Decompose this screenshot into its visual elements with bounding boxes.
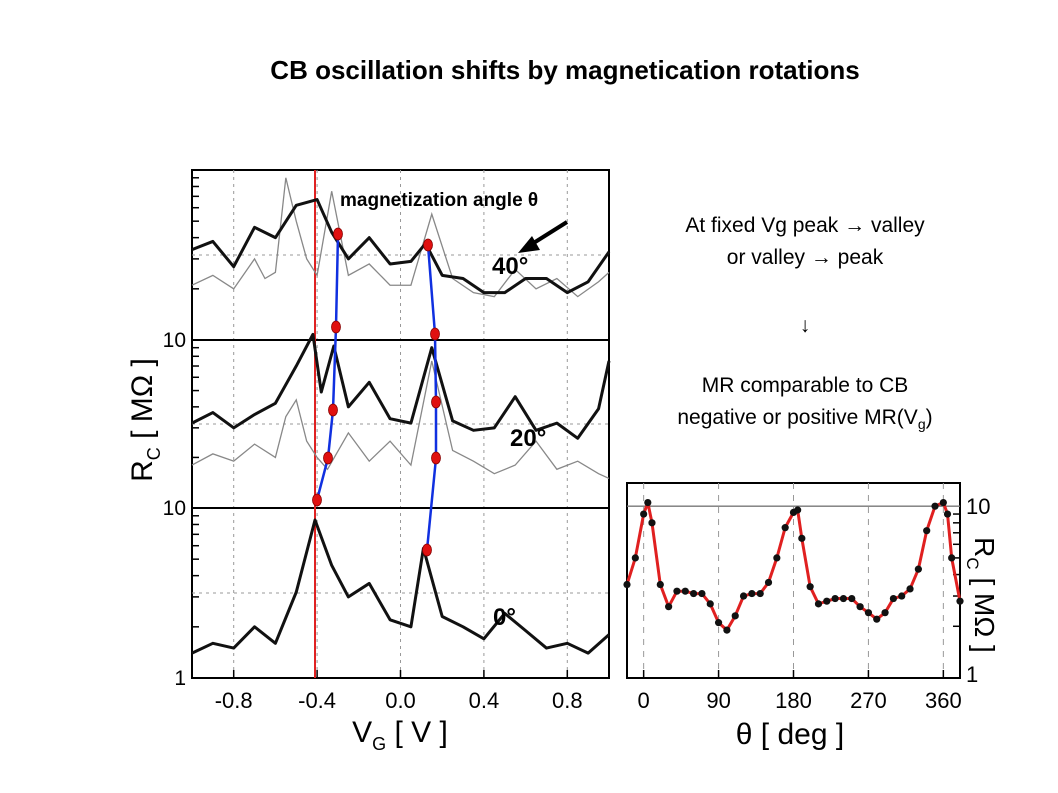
right-data-point-10 xyxy=(698,589,706,598)
left-y-axis-label: RC [ MΩ ] xyxy=(126,358,164,482)
left-y-axis-label-group: RC [ MΩ ] xyxy=(126,358,164,482)
right-data-point-14 xyxy=(731,612,739,620)
right-data-point-11 xyxy=(706,600,714,608)
left-x-tick-label-3: 0.4 xyxy=(469,688,500,713)
note-line-1: At fixed Vg peak → valley xyxy=(685,214,925,237)
right-data-point-2 xyxy=(640,510,648,518)
left-y-tick-label-1: 10 xyxy=(163,497,186,520)
left-series-label-2: 40° xyxy=(492,253,528,280)
note-down-arrow: ↓ xyxy=(799,314,811,337)
right-data-point-19 xyxy=(773,554,781,562)
right-data-point-34 xyxy=(889,594,898,603)
left-grey-trace-1 xyxy=(191,177,610,298)
right-data-point-32 xyxy=(873,615,881,623)
right-y-tick-label-1: 1 xyxy=(966,662,978,687)
right-data-point-7 xyxy=(673,587,681,595)
left-series-label-0: 0° xyxy=(493,604,516,631)
peak-dot-0-1 xyxy=(323,451,333,465)
peak-dot-0-3 xyxy=(331,320,341,334)
right-data-point-37 xyxy=(914,565,922,573)
right-data-point-25 xyxy=(814,600,823,608)
right-data-point-3 xyxy=(644,498,652,507)
right-data-point-12 xyxy=(714,619,723,627)
right-data-point-18 xyxy=(764,578,773,587)
right-data-point-28 xyxy=(839,594,848,603)
slide-title: CB oscillation shifts by magnetication r… xyxy=(270,55,860,85)
peak-dot-0-2 xyxy=(328,403,338,417)
right-data-point-38 xyxy=(923,527,931,535)
right-data-point-24 xyxy=(806,583,814,591)
left-y-tick-label-0: 1 xyxy=(174,667,186,690)
right-data-point-35 xyxy=(898,592,906,600)
right-data-point-6 xyxy=(665,603,673,611)
left-grey-trace-0 xyxy=(191,360,610,480)
note-line-4-suffix: ) xyxy=(925,406,933,429)
right-data-point-42 xyxy=(948,554,956,562)
right-data-point-26 xyxy=(823,597,831,605)
right-x-tick-label-1: 90 xyxy=(706,688,730,713)
right-data-point-16 xyxy=(748,589,756,598)
peak-dot-0-4 xyxy=(333,227,343,241)
right-y-axis-label-group: RC [ MΩ ] xyxy=(963,537,1000,653)
left-x-tick-label-4: 0.8 xyxy=(552,688,583,713)
right-data-point-20 xyxy=(781,524,789,532)
left-x-tick-label-2: 0.0 xyxy=(385,688,416,713)
right-x-tick-label-2: 180 xyxy=(775,688,812,713)
right-y-tick-label-10: 10 xyxy=(966,494,990,519)
right-data-point-31 xyxy=(864,609,873,617)
peak-dot-1-1 xyxy=(431,451,441,465)
peak-dot-1-2 xyxy=(431,395,441,409)
right-data-point-8 xyxy=(681,587,689,595)
right-data-point-30 xyxy=(856,603,864,611)
right-data-point-1 xyxy=(631,554,639,562)
left-y-tick-label-2: 10 xyxy=(163,329,186,352)
right-x-tick-label-4: 360 xyxy=(925,688,962,713)
right-y-axis-label: RC [ MΩ ] xyxy=(963,537,1000,653)
peak-dot-1-3 xyxy=(430,327,440,341)
right-data-point-39 xyxy=(931,502,939,510)
right-data-point-36 xyxy=(906,585,914,593)
note-line-4-prefix: negative or positive MR(V xyxy=(677,406,918,429)
note-line-4-sub: g xyxy=(917,416,926,433)
right-data-point-4 xyxy=(648,519,656,527)
left-series-line-2 xyxy=(191,198,611,295)
right-data-point-13 xyxy=(723,626,731,634)
right-data-point-5 xyxy=(656,580,664,589)
right-data-point-29 xyxy=(848,594,856,603)
right-data-point-43 xyxy=(956,597,964,605)
right-data-point-0 xyxy=(623,580,631,589)
annotation-arrow-head xyxy=(518,236,540,253)
right-x-tick-label-3: 270 xyxy=(850,688,887,713)
right-x-tick-label-0: 0 xyxy=(638,688,650,713)
note-line-3: MR comparable to CB xyxy=(701,374,909,397)
right-data-point-22 xyxy=(794,506,802,514)
right-x-axis-label: θ [ deg ] xyxy=(736,718,844,751)
peak-dot-0-0 xyxy=(312,493,322,507)
magnetization-angle-annotation: magnetization angle θ xyxy=(340,190,538,211)
left-series-label-1: 20° xyxy=(510,425,546,452)
left-x-axis-label: VG [ V ] xyxy=(352,716,448,754)
peak-dot-1-0 xyxy=(422,543,432,557)
right-data-point-41 xyxy=(943,510,952,518)
right-data-point-27 xyxy=(831,594,839,603)
right-data-point-23 xyxy=(798,534,806,542)
right-data-point-15 xyxy=(739,592,748,600)
right-data-point-9 xyxy=(690,589,698,598)
left-x-tick-label-0: -0.8 xyxy=(215,688,253,713)
left-x-tick-label-1: -0.4 xyxy=(298,688,336,713)
note-line-2: or valley → peak xyxy=(726,246,884,269)
right-data-point-40 xyxy=(939,498,947,507)
note-line-4: negative or positive MR(Vg) xyxy=(620,402,990,440)
annotation-arrow-shaft xyxy=(530,220,569,246)
peak-dot-1-4 xyxy=(423,238,433,252)
right-data-point-33 xyxy=(881,609,889,617)
left-series-line-0 xyxy=(191,518,610,655)
left-series-line-1 xyxy=(191,332,611,440)
right-data-point-17 xyxy=(756,589,764,598)
